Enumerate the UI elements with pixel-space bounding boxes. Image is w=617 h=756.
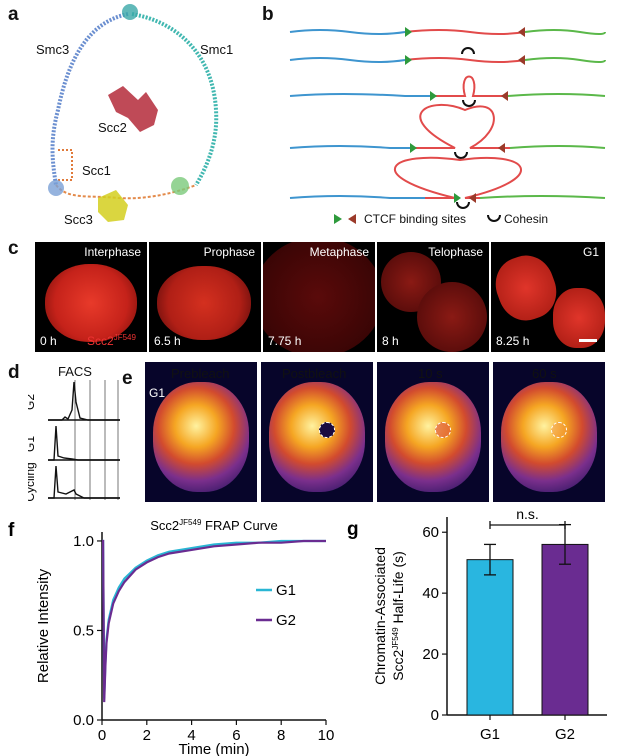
half-life-bar-chart: g 0 20 40 60 Chromatin-Associated Scc2JF549 Ha… [347,506,607,743]
y-tick-label: 0.0 [73,712,94,729]
y-tick-label: 0.5 [73,622,94,639]
frap-title-sup: JF549 [179,518,202,527]
panel-letter-d: d [8,362,20,383]
frap-title-main: Scc2 [150,518,179,533]
loop-extrusion-diagram [289,27,606,209]
y-tick-label: 40 [422,585,439,602]
x-tick-label-g1: G1 [480,726,500,743]
x-tick-label-g2: G2 [555,726,575,743]
frame-interphase-time: 0 h [40,334,57,348]
bar-g1 [466,559,514,716]
frame-metaphase-time: 7.75 h [268,334,302,348]
stain-sup: JF549 [113,333,136,342]
y-label-sup: JF549 [391,627,400,650]
x-tick-label: 10 [318,727,335,744]
frap-curve-chart: f Scc2JF549 FRAP Curve 0 2 4 6 8 10 0.0 0.5 1.0 Tim… [8,518,335,756]
y-axis-label-line2: Scc2JF549 Half-Life (s) [390,551,406,681]
y-label-main: Scc2 [390,649,406,680]
frame-g1-phase: G1 [582,245,599,259]
legend-cohesin-label: Cohesin [504,212,549,226]
legend-label-g2: G2 [276,612,296,629]
frap-frame-prebleach: G1 [145,362,257,502]
facs-row-cycling: Cycling [28,462,37,501]
cohesin-legend-icon [487,214,501,222]
facs-row-g1: G1 [28,436,37,452]
legend-ctcf-label: CTCF binding sites [364,212,467,226]
panel-letter-e: e [122,368,133,389]
x-tick-label: 8 [277,727,285,744]
frame-g1: G1 8.25 h [491,242,605,352]
frap-label-10s: 10 s [418,366,443,381]
frame-g1-time: 8.25 h [496,334,530,348]
frame-telophase: Telophase 8 h [377,242,489,352]
label-scc2: Scc2 [98,120,127,135]
label-smc3: Smc3 [36,42,70,57]
panel-letter-f: f [8,520,15,541]
x-tick-label: 2 [143,727,151,744]
panel-letter-b: b [262,4,274,25]
frame-telophase-phase: Telophase [428,245,483,259]
frap-cell-label: G1 [149,386,166,400]
significance-label: n.s. [516,506,539,522]
x-tick-label: 0 [98,727,106,744]
frap-frame-10s [377,362,489,502]
frap-frame-postbleach [261,362,373,502]
frap-label-prebleach: Prebleach [171,366,230,381]
frame-prophase-time: 6.5 h [154,334,181,348]
stain-main: Scc2 [87,334,114,348]
frap-frame-60s [493,362,605,502]
y-tick-label: 1.0 [73,533,94,550]
frame-interphase-phase: Interphase [84,245,141,259]
frap-label-postbleach: Postbleach [282,366,347,381]
x-axis-label: Time (min) [178,741,249,756]
label-scc3: Scc3 [64,212,93,227]
x-tick-label: 6 [232,727,240,744]
facs-row-g2: G2 [28,394,37,410]
legend-label-g1: G1 [276,582,296,599]
facs-histograms: G2 G1 Cycling [28,380,120,502]
frame-interphase: Interphase 0 h Scc2JF549 [35,242,147,352]
frame-prophase: Prophase 6.5 h [149,242,261,352]
panel-letter-c: c [8,238,19,259]
label-smc1: Smc1 [200,42,234,57]
frame-prophase-phase: Prophase [203,245,255,259]
frap-chart-title: Scc2JF549 FRAP Curve [150,518,277,533]
y-tick-label: 0 [431,707,439,724]
panel-letter-a: a [8,4,19,25]
frame-metaphase-phase: Metaphase [309,245,369,259]
series-line-g2 [102,539,326,703]
frap-label-60s: 60 s [532,366,557,381]
label-scc1: Scc1 [82,163,111,178]
frame-metaphase: Metaphase 7.75 h [263,242,375,352]
panel-letter-g: g [347,519,359,540]
frap-image-strip: G1 [145,362,605,502]
y-tick-label: 60 [422,524,439,541]
y-label-rest: Half-Life (s) [390,551,406,627]
frame-telophase-time: 8 h [382,334,399,348]
cohesin-structure-illustration [48,4,219,222]
frap-title-rest: FRAP Curve [201,518,277,533]
scale-bar [579,339,597,342]
x-tick-label: 4 [187,727,195,744]
timelapse-strip: Interphase 0 h Scc2JF549 Prophase 6.5 h … [35,242,605,352]
ctcf-legend-icon [334,214,356,224]
bar-g2 [541,543,589,716]
facs-title: FACS [58,364,92,379]
stain-label: Scc2JF549 [87,333,136,348]
y-axis-label-line1: Chromatin-Associated [372,547,388,685]
y-axis-label: Relative Intensity [35,568,52,683]
y-tick-label: 20 [422,646,439,663]
